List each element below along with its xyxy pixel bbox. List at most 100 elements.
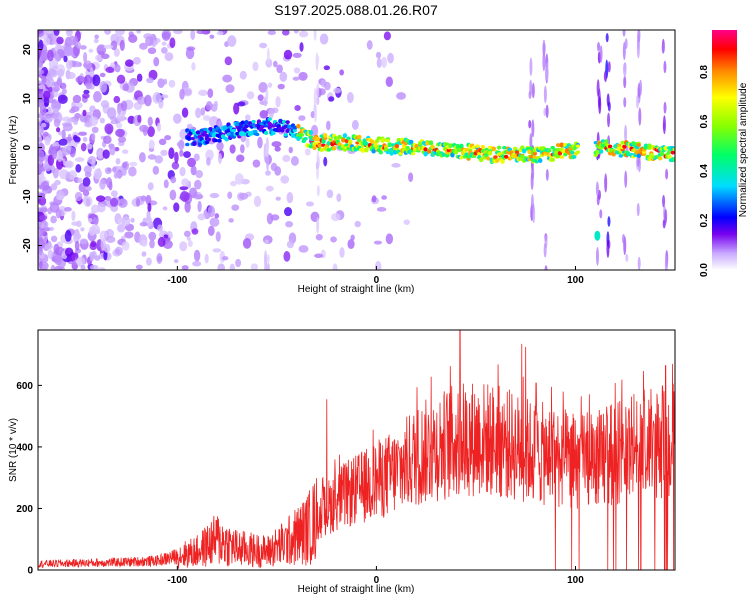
heatmap-cell — [270, 162, 278, 172]
heatmap-cell — [160, 94, 169, 99]
heatmap-cell — [136, 73, 143, 82]
heatmap-cell — [323, 156, 328, 167]
heatmap-cell — [274, 146, 281, 152]
heatmap-cell — [423, 147, 428, 152]
heatmap-cell — [69, 108, 76, 114]
heatmap-cell — [502, 145, 507, 150]
heatmap-cell — [606, 93, 610, 107]
heatmap-cell — [195, 170, 203, 179]
heatmap-cell — [326, 120, 331, 131]
y-tick-label: 0 — [22, 144, 33, 150]
heatmap-cell — [91, 126, 99, 134]
heatmap-cell — [120, 100, 128, 112]
heatmap-cell — [136, 96, 147, 105]
heatmap-cell — [264, 239, 269, 245]
heatmap-cell — [102, 149, 110, 159]
heatmap-cell — [298, 245, 309, 253]
heatmap-cell — [73, 136, 81, 143]
heatmap-cell — [116, 112, 126, 122]
heatmap-cell — [93, 168, 103, 180]
heatmap-cell — [89, 67, 94, 78]
heatmap-cell — [557, 151, 563, 156]
heatmap-cell — [75, 75, 86, 84]
heatmap-cell — [265, 185, 274, 192]
heatmap-cell — [225, 84, 235, 94]
heatmap-cell — [43, 37, 51, 46]
heatmap-cell — [47, 76, 54, 81]
heatmap-cell — [271, 141, 282, 148]
heatmap-cell — [346, 136, 351, 141]
heatmap-cell — [52, 65, 59, 71]
heatmap-cell — [607, 112, 611, 128]
heatmap-cell — [313, 30, 317, 41]
heatmap-cell — [145, 36, 154, 47]
heatmap-cell — [157, 236, 166, 248]
heatmap-cell — [228, 218, 234, 223]
heatmap-cell — [50, 264, 56, 270]
heatmap-cell — [97, 150, 104, 159]
heatmap-cell — [620, 140, 625, 145]
heatmap-cell — [330, 236, 337, 243]
heatmap-cell — [121, 216, 131, 227]
heatmap-cell — [326, 140, 332, 146]
heatmap-cell — [410, 152, 416, 156]
heatmap-cell — [346, 92, 354, 104]
heatmap-cell — [76, 256, 86, 268]
heatmap-cell — [38, 238, 45, 249]
heatmap-cell — [550, 157, 555, 162]
heatmap-cell — [623, 97, 627, 108]
heatmap-cell — [475, 144, 480, 148]
heatmap-cell — [398, 151, 403, 156]
heatmap-cell — [154, 155, 164, 164]
colorbar-tick-label: 0.6 — [699, 114, 710, 128]
heatmap-cell — [670, 150, 675, 155]
heatmap-cell — [58, 266, 65, 270]
heatmap-cell — [575, 144, 581, 148]
heatmap-cell — [453, 150, 459, 155]
heatmap-cell — [603, 71, 607, 82]
heatmap-cell — [282, 154, 291, 162]
heatmap-cell — [83, 196, 93, 207]
heatmap-cell — [168, 147, 175, 159]
heatmap-cell — [103, 44, 114, 49]
heatmap-cell — [293, 30, 299, 34]
heatmap-cell — [240, 144, 245, 154]
heatmap-cell — [316, 96, 320, 106]
heatmap-cell — [598, 96, 602, 115]
heatmap-cell — [136, 30, 141, 34]
heatmap-cell — [192, 141, 197, 147]
heatmap-cell — [622, 144, 627, 149]
heatmap-cell — [99, 72, 106, 78]
heatmap-cell — [158, 138, 167, 146]
heatmap-cell — [133, 56, 141, 65]
heatmap-cell — [267, 82, 273, 88]
heatmap-cell — [529, 57, 533, 77]
heatmap-cell — [110, 190, 118, 197]
heatmap-cell — [89, 264, 99, 270]
heatmap-cell — [237, 101, 246, 107]
heatmap-cell — [250, 263, 259, 270]
heatmap-cell — [277, 83, 285, 90]
heatmap-cell — [64, 247, 74, 257]
heatmap-cell — [281, 30, 290, 36]
heatmap-cell — [313, 87, 317, 108]
heatmap-cell — [266, 254, 270, 264]
heatmap-cell — [156, 122, 162, 132]
heatmap-cell — [428, 140, 434, 145]
heatmap-cell — [40, 122, 47, 128]
heatmap-cell — [604, 139, 609, 143]
heatmap-cell — [605, 33, 609, 43]
heatmap-cell — [658, 156, 663, 161]
heatmap-cell — [88, 48, 94, 53]
heatmap-cell — [389, 150, 394, 156]
heatmap-cell — [521, 148, 527, 154]
heatmap-cell — [191, 62, 196, 71]
heatmap-cell — [38, 99, 44, 108]
x-tick-label: 100 — [567, 575, 584, 586]
heatmap-cell — [71, 221, 80, 226]
heatmap-cell — [596, 79, 600, 97]
snr-series-line — [38, 330, 675, 570]
heatmap-cell — [215, 231, 221, 242]
heatmap-cell — [161, 41, 167, 46]
heatmap-cell — [57, 94, 68, 104]
